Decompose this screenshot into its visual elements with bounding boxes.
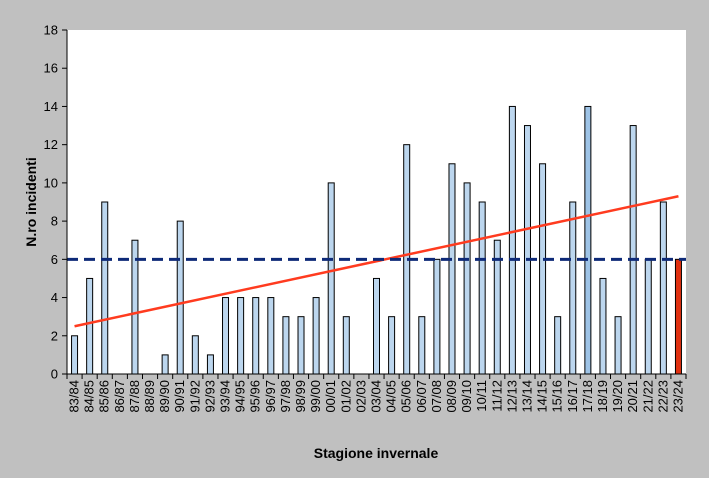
x-tick-label: 13/14: [519, 380, 534, 413]
x-tick-label: 12/13: [504, 380, 519, 413]
x-tick-label: 95/96: [248, 380, 263, 413]
x-tick-label: 07/08: [429, 380, 444, 413]
x-tick-label: 86/87: [112, 380, 127, 413]
x-tick-label: 10/11: [474, 380, 489, 412]
x-tick-label: 22/23: [655, 380, 670, 413]
bar-90-91: [176, 220, 184, 375]
bar-99-00: [312, 297, 320, 375]
x-tick-label: 89/90: [157, 380, 172, 413]
x-tick-label: 87/88: [127, 380, 142, 413]
x-tick-label: 23/24: [670, 380, 685, 413]
x-tick-label: 04/05: [384, 380, 399, 413]
bar-93-94: [222, 297, 230, 375]
bar-85-86: [101, 201, 109, 375]
x-tick-label: 03/04: [369, 380, 384, 413]
x-tick-label: 17/18: [580, 380, 595, 413]
bar-04-05: [388, 316, 396, 375]
y-axis-title: N.ro incidenti: [23, 157, 39, 246]
bar-20-21: [629, 125, 637, 375]
x-tick-label: 83/84: [67, 380, 82, 413]
x-tick-label: 01/02: [338, 380, 353, 413]
bar-06-07: [418, 316, 426, 375]
x-tick-label: 88/89: [142, 380, 157, 413]
bar-09-10: [463, 182, 471, 375]
x-tick-label: 18/19: [595, 380, 610, 413]
x-tick-label: 21/22: [640, 380, 655, 413]
x-tick-label: 15/16: [550, 380, 565, 413]
y-tick-label: 12: [44, 137, 58, 152]
bar-17-18: [584, 105, 592, 375]
y-tick-label: 18: [44, 23, 58, 38]
bar-19-20: [614, 316, 622, 375]
bar-96-97: [267, 297, 275, 375]
x-tick-label: 85/86: [97, 380, 112, 413]
bar-01-02: [342, 316, 350, 375]
x-tick-label: 92/93: [202, 380, 217, 413]
y-tick-label: 16: [44, 61, 58, 76]
x-axis-title: Stagione invernale: [314, 445, 439, 461]
bar-07-08: [433, 258, 441, 375]
x-tick-label: 16/17: [565, 380, 580, 413]
bar-00-01: [327, 182, 335, 375]
bar-15-16: [554, 316, 562, 375]
x-tick-label: 20/21: [625, 380, 640, 413]
x-tick-label: 11/12: [489, 380, 504, 412]
bar-23-24: [674, 258, 682, 375]
x-tick-label: 06/07: [414, 380, 429, 413]
bar-14-15: [539, 163, 547, 375]
bar-13-14: [523, 125, 531, 375]
y-tick-label: 6: [51, 252, 58, 267]
bar-21-22: [644, 258, 652, 375]
x-tick-label: 09/10: [459, 380, 474, 413]
bar-89-90: [161, 354, 169, 375]
x-tick-label: 84/85: [82, 380, 97, 413]
bar-97-98: [282, 316, 290, 375]
bar-12-13: [508, 105, 516, 375]
x-tick-label: 90/91: [172, 380, 187, 413]
x-tick-label: 97/98: [278, 380, 293, 413]
y-tick-label: 0: [51, 367, 58, 382]
bar-83-84: [71, 335, 79, 375]
y-tick-label: 8: [51, 214, 58, 229]
bar-92-93: [206, 354, 214, 375]
x-tick-label: 05/06: [399, 380, 414, 413]
trend-line: [74, 195, 679, 328]
y-tick-label: 2: [51, 328, 58, 343]
bar-10-11: [478, 201, 486, 375]
x-tick-label: 08/09: [444, 380, 459, 413]
x-tick-label: 93/94: [218, 380, 233, 413]
bar-03-04: [373, 277, 380, 375]
bar-98-99: [297, 316, 305, 375]
axes-layer: 0 2 4 6 8 10 12 14 16 18 83/84 84/85 85/86 86/87 87/88…: [44, 23, 687, 413]
y-tick-label: 10: [44, 175, 58, 190]
x-tick-label: 02/03: [353, 380, 368, 413]
x-tick-label: 00/01: [323, 380, 338, 413]
bar-91-92: [191, 335, 199, 375]
bar-22-23: [659, 201, 667, 375]
x-tick-label: 14/15: [535, 380, 550, 413]
bar-84-85: [86, 277, 94, 375]
x-tick-label: 96/97: [263, 380, 278, 413]
x-tick-label: 98/99: [293, 380, 308, 413]
bar-16-17: [569, 201, 577, 375]
x-tick-label: 94/95: [233, 380, 248, 413]
bar-95-96: [252, 297, 260, 375]
x-tick-label: 91/92: [187, 380, 202, 413]
y-tick-label: 4: [51, 290, 58, 305]
bar-08-09: [448, 163, 456, 375]
x-tick-label: 99/00: [308, 380, 323, 413]
x-tick-label: 19/20: [610, 380, 625, 413]
y-tick-label: 14: [44, 99, 58, 114]
lines-layer: [67, 195, 686, 328]
bar-18-19: [599, 277, 607, 375]
bar-94-95: [237, 297, 245, 375]
